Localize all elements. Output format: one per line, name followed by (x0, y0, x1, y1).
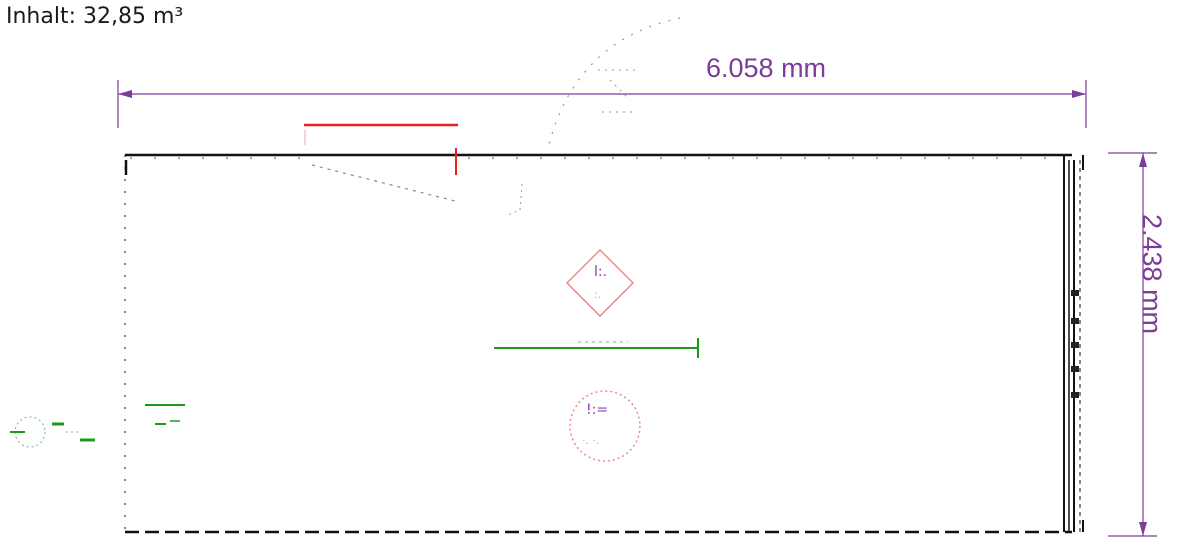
external-marker-icon (10, 416, 95, 448)
height-dimension-line (1108, 152, 1157, 537)
svg-text::.: :. (594, 288, 601, 301)
right-wall-fittings (1071, 290, 1079, 398)
volume-label: Inhalt: 32,85 m³ (6, 4, 184, 29)
length-dimension-line (117, 80, 1087, 128)
height-dimension-label: 2.438 mm (1137, 214, 1167, 335)
length-dimension-label: 6.058 mm (706, 53, 827, 83)
container-outline (124, 153, 1084, 534)
circle-marker-icon: !:= ·. ·. (569, 390, 641, 462)
door-swing-arc (504, 17, 681, 217)
floor-level-marker (145, 404, 185, 425)
center-axis-marker (494, 338, 699, 358)
door-opening-symbol (304, 123, 458, 202)
diamond-marker-icon: l:. :. (566, 249, 634, 317)
svg-text:l:.: l:. (594, 264, 607, 280)
svg-text:·. ·.: ·. ·. (582, 434, 599, 447)
svg-text:!:=: !:= (586, 402, 608, 418)
